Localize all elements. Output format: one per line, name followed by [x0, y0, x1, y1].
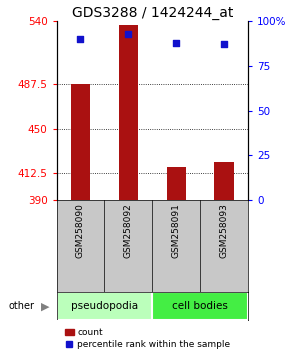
Text: GSM258090: GSM258090 — [76, 203, 85, 258]
Text: ▶: ▶ — [41, 301, 49, 311]
Bar — [214, 162, 233, 200]
Point — [222, 42, 226, 47]
Title: GDS3288 / 1424244_at: GDS3288 / 1424244_at — [72, 6, 233, 20]
Point — [78, 36, 83, 42]
Bar — [166, 167, 186, 200]
Text: GSM258091: GSM258091 — [172, 203, 181, 258]
Bar — [57, 292, 152, 320]
Text: pseudopodia: pseudopodia — [71, 301, 138, 311]
Text: other: other — [9, 301, 35, 311]
Bar — [71, 84, 90, 200]
Bar — [152, 292, 248, 320]
Text: GSM258093: GSM258093 — [220, 203, 229, 258]
Legend: count, percentile rank within the sample: count, percentile rank within the sample — [61, 325, 234, 353]
Point — [174, 40, 178, 46]
Text: cell bodies: cell bodies — [172, 301, 228, 311]
Text: GSM258092: GSM258092 — [124, 203, 133, 257]
Bar — [119, 25, 138, 200]
Point — [126, 31, 130, 36]
